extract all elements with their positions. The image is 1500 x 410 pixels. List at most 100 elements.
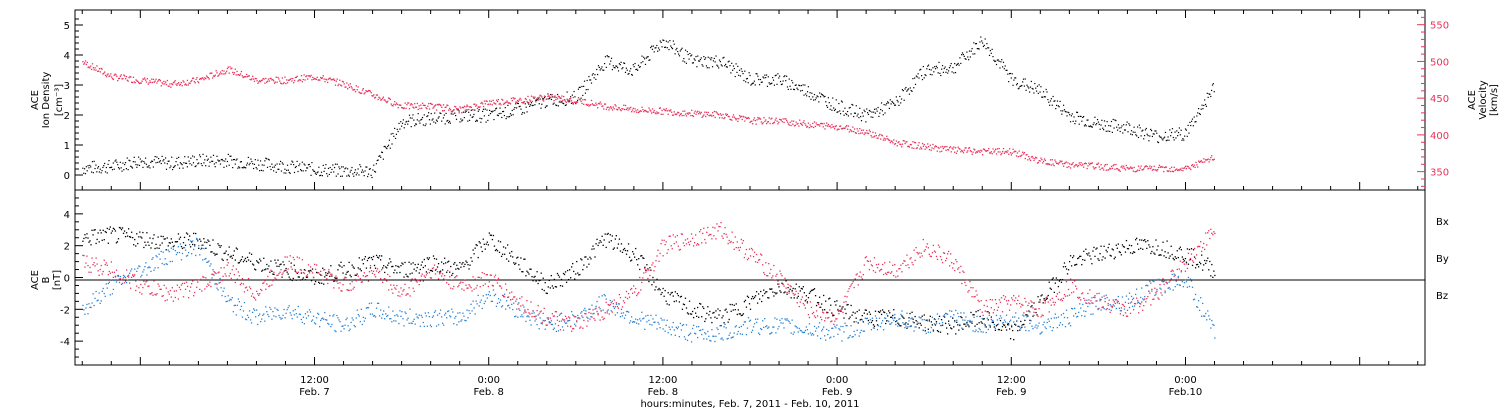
density-point <box>1089 125 1091 128</box>
density-point <box>900 102 902 104</box>
b-point <box>1077 257 1079 260</box>
density-point <box>716 64 718 66</box>
density-point <box>168 160 170 162</box>
b-point <box>543 320 545 322</box>
density-point <box>300 169 302 171</box>
b-point <box>113 271 116 273</box>
density-point <box>211 160 213 162</box>
velocity-point <box>1094 167 1096 169</box>
b-point <box>352 266 354 268</box>
velocity-point <box>913 147 915 150</box>
density-point <box>336 163 338 165</box>
velocity-point <box>892 142 894 144</box>
velocity-point <box>937 146 939 149</box>
density-point <box>256 168 258 170</box>
density-point <box>209 161 211 163</box>
density-point <box>153 159 155 161</box>
b-point <box>247 259 250 261</box>
b-point <box>941 321 944 324</box>
b-point <box>1111 306 1113 309</box>
velocity-point <box>983 148 986 151</box>
velocity-point <box>771 117 773 119</box>
velocity-point <box>603 103 606 105</box>
density-point <box>735 63 737 65</box>
b-point <box>303 269 306 271</box>
density-point <box>841 101 843 103</box>
b-point <box>1167 252 1169 254</box>
velocity-point <box>1042 162 1044 164</box>
velocity-point <box>185 83 187 85</box>
density-point <box>340 175 342 177</box>
density-point <box>373 164 375 166</box>
density-point <box>855 105 857 107</box>
density-point <box>501 116 503 119</box>
velocity-point <box>769 122 771 125</box>
b-point <box>189 240 192 242</box>
density-point <box>961 54 963 56</box>
density-point <box>518 106 520 108</box>
b-point <box>1041 294 1043 296</box>
b-point <box>909 325 911 328</box>
velocity-point <box>682 110 684 112</box>
b-point <box>105 231 107 234</box>
b-point <box>1042 302 1044 304</box>
density-point <box>738 69 741 71</box>
b-point <box>459 261 461 264</box>
density-point <box>394 137 397 140</box>
density-point <box>91 161 94 163</box>
b-point <box>202 244 204 246</box>
velocity-point <box>297 80 299 82</box>
b-point <box>624 314 627 316</box>
b-point <box>401 310 403 313</box>
b-point <box>458 321 460 323</box>
density-point <box>873 108 876 110</box>
density-point <box>1190 124 1192 127</box>
density-point <box>586 79 588 82</box>
b-point <box>1057 316 1060 318</box>
velocity-point <box>897 142 899 144</box>
bottom-plot-area <box>82 221 1216 343</box>
density-point <box>742 72 744 75</box>
b-point <box>955 309 957 312</box>
velocity-point <box>809 124 811 126</box>
density-point <box>238 166 240 168</box>
velocity-point <box>656 111 658 113</box>
velocity-point <box>1058 161 1060 164</box>
velocity-point <box>401 106 403 109</box>
b-point <box>759 298 761 300</box>
density-point <box>360 166 362 168</box>
b-point <box>1043 321 1045 323</box>
density-point <box>1173 139 1175 141</box>
density-point <box>550 98 553 101</box>
density-point <box>795 84 797 86</box>
density-point <box>781 83 783 85</box>
b-point <box>121 227 124 229</box>
velocity-point <box>1161 166 1163 168</box>
b-point <box>449 271 451 273</box>
velocity-point <box>1179 168 1181 170</box>
b-point <box>180 245 183 248</box>
density-point <box>840 100 843 102</box>
b-point <box>210 251 212 253</box>
b-point <box>889 312 891 314</box>
b-point <box>1071 256 1074 259</box>
b-point <box>973 314 975 316</box>
density-point <box>531 104 533 107</box>
b-point <box>613 247 615 249</box>
b-point <box>822 309 824 311</box>
b-point <box>599 239 601 242</box>
density-point <box>346 175 348 177</box>
b-point <box>469 264 471 266</box>
density-point <box>427 115 429 117</box>
b-point <box>1116 302 1118 304</box>
velocity-point <box>1022 151 1024 153</box>
b-point <box>167 245 169 247</box>
b-point <box>130 236 132 238</box>
b-point <box>276 265 278 267</box>
velocity-point <box>796 123 798 125</box>
density-point <box>650 46 652 49</box>
velocity-point <box>830 127 832 129</box>
density-point <box>1071 113 1073 115</box>
density-point <box>790 88 792 90</box>
b-point <box>788 320 790 323</box>
